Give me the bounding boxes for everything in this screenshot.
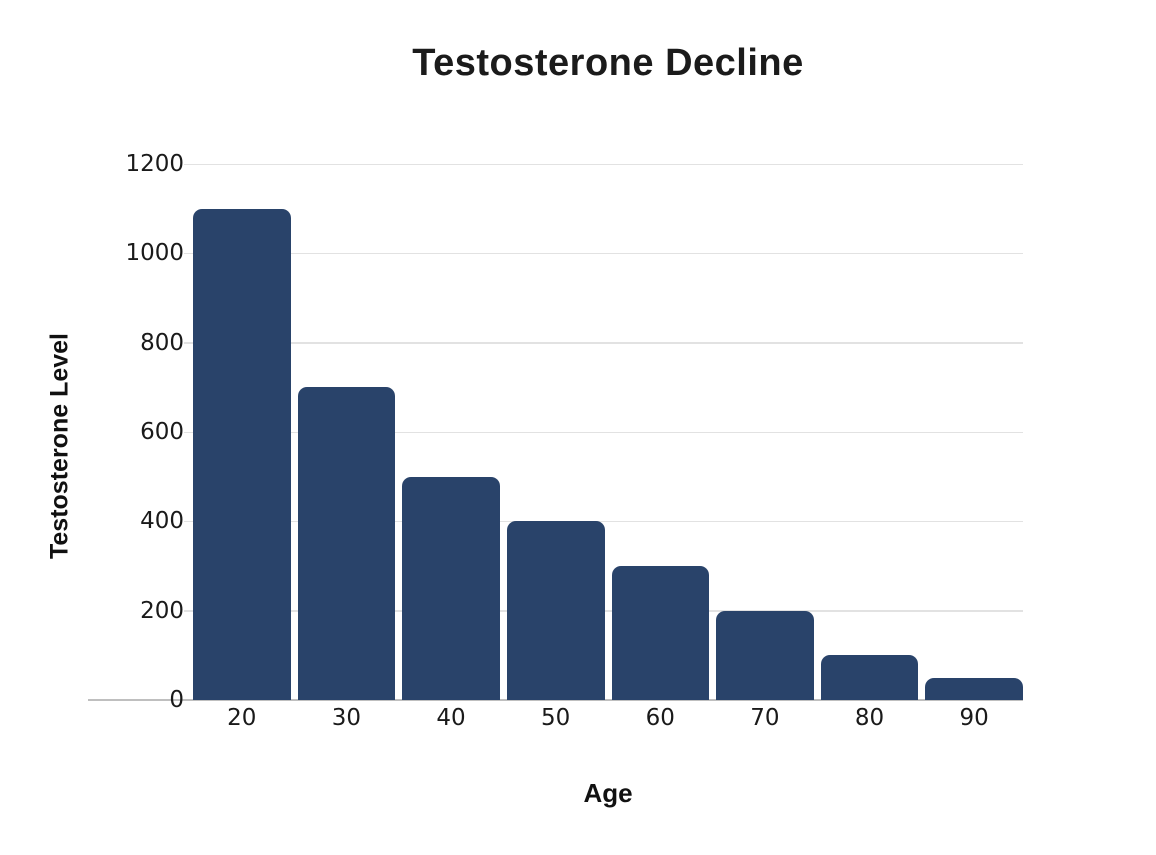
bar-age-40 [402, 476, 500, 700]
bars [193, 164, 1023, 700]
y-axis-title: Testosterone Level [45, 332, 74, 560]
bar-age-60 [611, 566, 710, 700]
gridline-400 [184, 520, 1023, 523]
x-tick-label-90: 90 [959, 705, 989, 731]
y-tick-label-400: 400 [140, 508, 184, 535]
gridline-800 [184, 342, 1023, 344]
x-tick-row: 20 30 40 50 60 70 80 90 [193, 705, 1023, 731]
y-tick-label-600: 600 [140, 419, 184, 445]
x-tick-label-30: 30 [331, 705, 362, 731]
x-tick-label-60: 60 [645, 705, 675, 731]
zero-gridline [88, 699, 1023, 701]
bar-age-20 [193, 208, 291, 700]
x-tick-label-70: 70 [750, 705, 780, 731]
y-tick-label-0: 0 [169, 687, 184, 713]
bar-age-80 [820, 655, 919, 700]
y-tick-label-1200: 1200 [125, 151, 184, 177]
y-tick-label-800: 800 [140, 329, 184, 356]
gridline-1000 [184, 252, 1023, 255]
gridline-600 [184, 431, 1023, 433]
bar-age-70 [716, 610, 814, 700]
y-tick-label-200: 200 [140, 597, 184, 624]
chart-title: Testosterone Decline [412, 42, 804, 84]
x-tick-label-20: 20 [227, 705, 257, 731]
x-tick-label-80: 80 [854, 705, 885, 731]
gridline-1200 [184, 163, 1023, 165]
x-tick-label-40: 40 [436, 705, 466, 731]
y-tick-label-1000: 1000 [125, 240, 184, 267]
bar-age-30 [297, 387, 396, 700]
plot-area: 0 200 400 600 800 1000 1200 [88, 151, 1023, 713]
bar-age-50 [506, 521, 605, 700]
x-tick-label-50: 50 [541, 705, 571, 731]
bar-age-90 [925, 677, 1023, 700]
x-axis-title: Age [583, 778, 633, 808]
